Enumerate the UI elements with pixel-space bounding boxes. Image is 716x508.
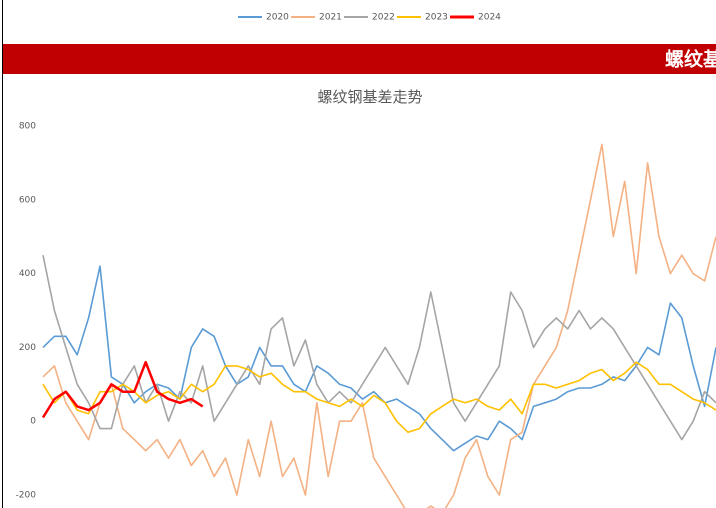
- y-tick-label: 200: [19, 343, 36, 353]
- legend-label: 2020: [266, 13, 289, 23]
- y-tick-label: 400: [19, 269, 36, 279]
- series-line: [42, 255, 716, 441]
- legend-label: 2023: [425, 13, 448, 23]
- y-tick-label: -200: [16, 491, 37, 501]
- y-tick-label: 600: [19, 195, 36, 205]
- chart-title: 螺纹钢基差走势: [317, 88, 422, 106]
- y-tick-label: 800: [19, 122, 36, 132]
- series-line: [41, 360, 204, 419]
- banner-text: 螺纹基: [665, 48, 716, 71]
- legend-label: 2024: [478, 13, 501, 23]
- banner: [3, 44, 716, 74]
- y-tick-label: 0: [30, 417, 36, 427]
- series-line: [42, 143, 716, 508]
- series-line: [42, 361, 716, 434]
- legend-label: 2022: [372, 13, 395, 23]
- series-line: [42, 265, 716, 452]
- legend-label: 2021: [319, 13, 342, 23]
